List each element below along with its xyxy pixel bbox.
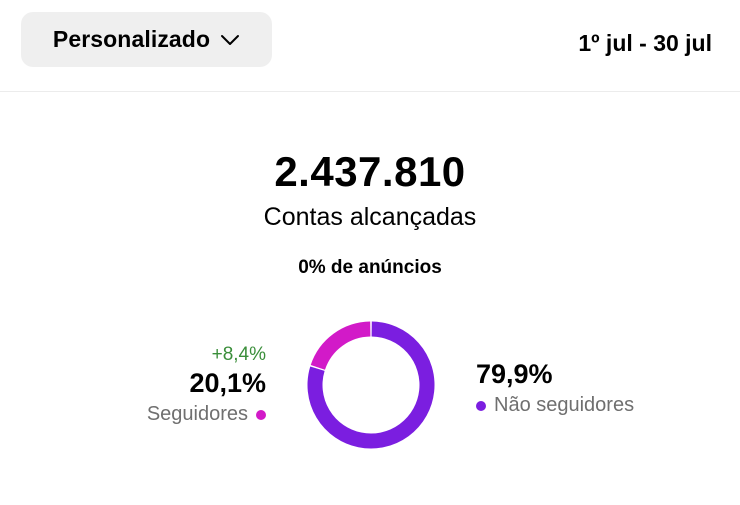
followers-delta: +8,4%: [211, 344, 266, 365]
followers-legend: Seguidores: [147, 403, 266, 426]
followers-percent: 20,1%: [189, 368, 266, 398]
non-followers-dot: [476, 400, 486, 411]
date-range: 1º jul - 30 jul: [578, 30, 712, 56]
followers-dot: [256, 409, 266, 420]
followers-label: Seguidores: [146, 403, 248, 425]
non-followers-label: Não seguidores: [494, 394, 635, 416]
donut-segment-followers: [310, 321, 371, 371]
accounts-reached-count: 2.437.810: [274, 148, 466, 195]
top-bar: Personalizado 1º jul - 30 jul: [0, 0, 740, 92]
audience-donut-chart: [307, 321, 435, 449]
followers-stat: +8,4% 20,1% Seguidores: [147, 344, 266, 426]
non-followers-stat: 79,9% Não seguidores: [476, 357, 634, 417]
non-followers-percent: 79,9%: [476, 359, 553, 389]
donut-segment-non-followers: [307, 321, 435, 449]
donut-svg: [307, 321, 435, 449]
non-followers-legend: Não seguidores: [476, 394, 634, 417]
period-filter-label: Personalizado: [52, 26, 211, 52]
period-filter-button[interactable]: Personalizado: [21, 12, 272, 67]
accounts-reached-label: Contas alcançadas: [263, 203, 477, 231]
chevron-down-icon: [221, 34, 240, 45]
ads-share: 0% de anúncios: [298, 257, 442, 278]
